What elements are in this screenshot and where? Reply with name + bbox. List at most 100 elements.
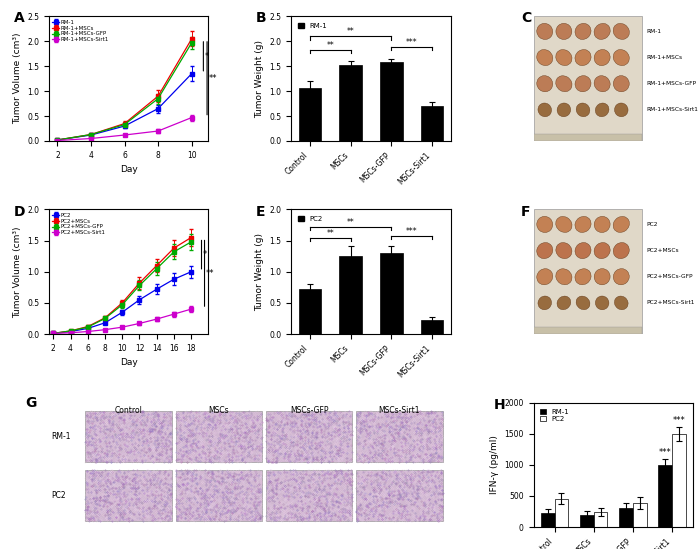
Ellipse shape [575, 216, 591, 232]
Ellipse shape [537, 49, 553, 66]
Ellipse shape [538, 103, 552, 117]
Text: ***: *** [659, 448, 671, 457]
Ellipse shape [595, 103, 609, 117]
Text: F: F [521, 205, 531, 219]
Ellipse shape [594, 243, 610, 259]
Text: PC2: PC2 [51, 491, 66, 500]
Ellipse shape [594, 268, 610, 285]
Ellipse shape [537, 268, 553, 285]
Ellipse shape [556, 243, 572, 259]
Text: RM-1+MSCs-GFP: RM-1+MSCs-GFP [647, 81, 697, 86]
Bar [594, 512, 608, 527]
Text: MSCs: MSCs [209, 406, 229, 415]
Legend: RM-1, PC2: RM-1, PC2 [537, 406, 572, 425]
Text: PC2+MSCs-Sirt1: PC2+MSCs-Sirt1 [647, 300, 695, 305]
Text: **: ** [326, 41, 334, 51]
Bar [620, 508, 633, 527]
Y-axis label: Tumor Volume (cm³): Tumor Volume (cm³) [13, 226, 22, 317]
Text: E: E [256, 205, 266, 219]
Text: G: G [25, 396, 36, 410]
Ellipse shape [613, 243, 629, 259]
Text: D: D [14, 205, 25, 219]
Text: H: H [494, 397, 505, 412]
Bar [633, 503, 647, 527]
Text: *: * [204, 52, 209, 61]
Bar [340, 256, 362, 334]
Bar [533, 133, 642, 141]
Bar [380, 253, 402, 334]
Ellipse shape [613, 268, 629, 285]
Ellipse shape [575, 49, 591, 66]
Text: ***: *** [406, 227, 418, 236]
Bar [541, 513, 554, 527]
Text: **: ** [326, 228, 334, 238]
Ellipse shape [537, 243, 553, 259]
Text: **: ** [346, 27, 354, 36]
Bar [380, 62, 402, 141]
Ellipse shape [576, 103, 590, 117]
Ellipse shape [557, 103, 570, 117]
Legend: PC2, PC2+MSCs, PC2+MSCs-GFP, PC2+MSCs-Sirt1: PC2, PC2+MSCs, PC2+MSCs-GFP, PC2+MSCs-Si… [52, 212, 106, 236]
Text: RM-1: RM-1 [647, 29, 662, 34]
Ellipse shape [613, 49, 629, 66]
Bar [85, 411, 172, 462]
Text: RM-1: RM-1 [51, 432, 71, 441]
Text: RM-1+MSCs: RM-1+MSCs [647, 55, 683, 60]
Ellipse shape [613, 24, 629, 40]
Text: **: ** [346, 218, 354, 227]
Ellipse shape [575, 243, 591, 259]
Text: C: C [521, 12, 531, 25]
Ellipse shape [556, 49, 572, 65]
Ellipse shape [537, 216, 553, 233]
Bar [298, 289, 321, 334]
Ellipse shape [613, 216, 629, 232]
Ellipse shape [594, 76, 610, 92]
Text: RM-1+MSCs-Sirt1: RM-1+MSCs-Sirt1 [647, 108, 699, 113]
Bar [85, 470, 172, 521]
Bar [298, 88, 321, 141]
Ellipse shape [576, 296, 590, 310]
Text: PC2+MSCs: PC2+MSCs [647, 248, 680, 253]
Ellipse shape [575, 268, 591, 285]
Bar [580, 515, 594, 527]
Text: MSCs-Sirt1: MSCs-Sirt1 [379, 406, 420, 415]
Text: **: ** [206, 269, 214, 278]
Ellipse shape [594, 216, 610, 233]
Ellipse shape [537, 76, 553, 92]
Bar [176, 470, 262, 521]
Bar [533, 16, 642, 141]
Ellipse shape [596, 296, 609, 310]
X-axis label: Day: Day [120, 165, 138, 174]
Bar [421, 106, 444, 141]
Bar [266, 411, 352, 462]
Y-axis label: Tumor Weight (g): Tumor Weight (g) [255, 233, 264, 311]
Text: MSCs-GFP: MSCs-GFP [290, 406, 328, 415]
Ellipse shape [556, 216, 572, 232]
Text: **: ** [209, 74, 217, 83]
Bar [672, 434, 686, 527]
Ellipse shape [556, 23, 572, 40]
Ellipse shape [613, 76, 629, 92]
Ellipse shape [594, 24, 610, 40]
Ellipse shape [594, 49, 610, 66]
Text: PC2+MSCs-GFP: PC2+MSCs-GFP [647, 274, 694, 279]
Ellipse shape [615, 296, 628, 310]
Text: A: A [14, 12, 24, 25]
Bar [340, 65, 362, 141]
Bar [554, 498, 568, 527]
Bar [356, 411, 442, 462]
Y-axis label: Tumor Weight (g): Tumor Weight (g) [255, 40, 264, 117]
Text: Control: Control [114, 406, 142, 415]
Bar [356, 470, 442, 521]
Ellipse shape [537, 23, 553, 40]
Y-axis label: Tumor Volume (cm³): Tumor Volume (cm³) [13, 33, 22, 125]
Ellipse shape [538, 296, 552, 310]
Text: B: B [256, 12, 267, 25]
Legend: RM-1: RM-1 [295, 20, 330, 31]
Ellipse shape [615, 103, 628, 117]
Text: *: * [203, 250, 207, 259]
Ellipse shape [575, 76, 591, 92]
Text: ***: *** [673, 416, 685, 425]
Bar [176, 411, 262, 462]
Ellipse shape [575, 24, 591, 40]
